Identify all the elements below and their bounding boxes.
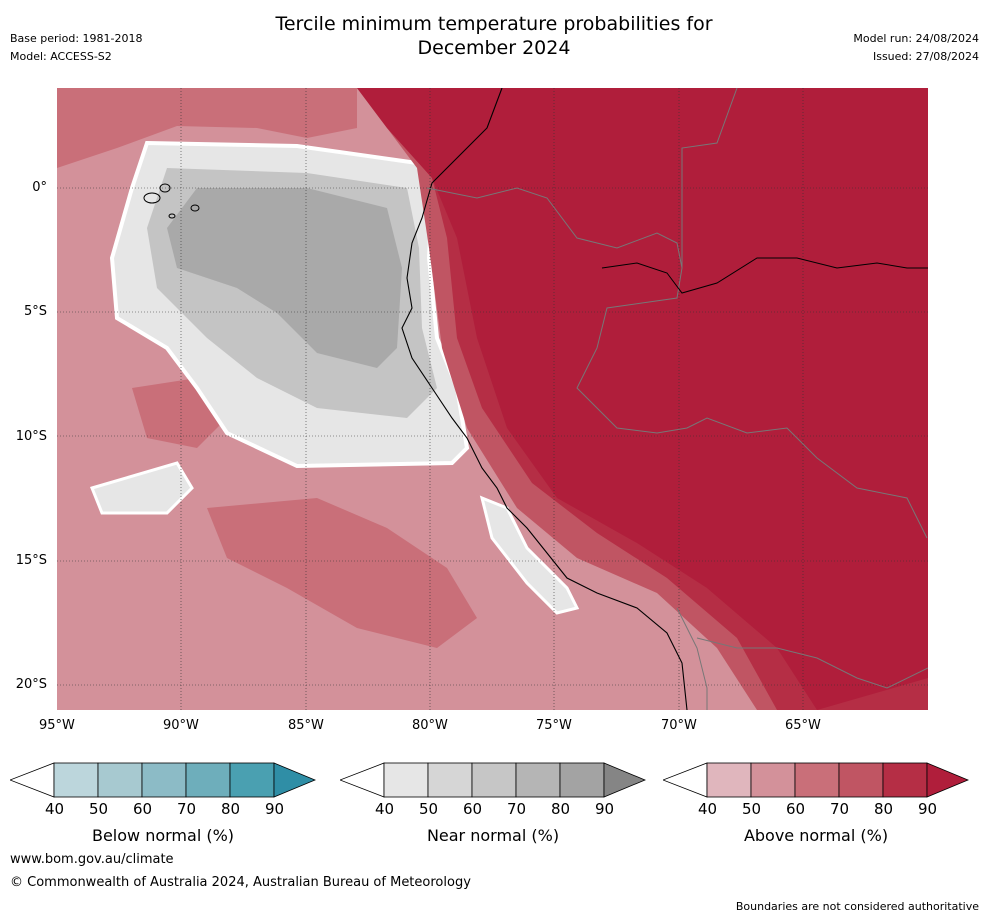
colorbar-below-tick-40: 40: [45, 800, 65, 818]
colorbar-below-max-arrow: [273, 762, 317, 798]
issued-text: Issued: 27/08/2024: [872, 50, 979, 63]
colorbar-above-swatch-50: [750, 762, 796, 798]
colorbar-above-label: Above normal (%): [743, 826, 889, 845]
graticule: [57, 88, 928, 710]
lat-tick-10s: 10°S: [15, 429, 47, 444]
coastline: [401, 88, 688, 710]
copyright-text: © Commonwealth of Australia 2024, Austra…: [10, 875, 471, 890]
colorbar-near-max-arrow: [603, 762, 647, 798]
colorbar-above-normal: 40 50 60 70 80 90 Above normal (%): [661, 762, 970, 852]
colorbar-below-normal: 40 50 60 70 80 90 Below normal (%): [8, 762, 317, 852]
colorbar-above-tick-80: 80: [874, 800, 894, 818]
colorbar-above-swatch-70: [838, 762, 884, 798]
colorbar-below-swatch-60: [141, 762, 187, 798]
colorbar-near-tick-50: 50: [419, 800, 439, 818]
above-90-land-region: [357, 88, 928, 710]
colorbar-above-swatch-40: [706, 762, 752, 798]
colorbar-below-swatches: [8, 762, 317, 798]
colorbar-above-tick-40: 40: [698, 800, 718, 818]
lon-tick-65w: 65°W: [785, 718, 821, 733]
colorbar-below-swatch-50: [97, 762, 143, 798]
title-line-1: Tercile minimum temperature probabilitie…: [275, 13, 713, 35]
colorbar-above-swatches: [661, 762, 970, 798]
colorbar-near-swatch-50: [427, 762, 473, 798]
model-run-text: Model run: 24/08/2024: [853, 32, 979, 45]
colorbar-near-min-arrow: [338, 762, 385, 798]
base-period-text: Base period: 1981-2018: [10, 32, 143, 45]
colorbar-below-tick-60: 60: [133, 800, 153, 818]
lat-tick-20s: 20°S: [15, 677, 47, 692]
model-text: Model: ACCESS-S2: [10, 50, 112, 63]
galapagos-islands: [143, 183, 200, 219]
colorbar-below-swatch-80: [229, 762, 275, 798]
colorbar-below-tick-70: 70: [177, 800, 197, 818]
boundaries-disclaimer: Boundaries are not considered authoritat…: [735, 900, 979, 913]
lon-tick-85w: 85°W: [288, 718, 324, 733]
colorbar-above-swatch-80: [882, 762, 928, 798]
colorbar-above-tick-90: 90: [918, 800, 938, 818]
near-70-region: [167, 188, 402, 368]
colorbar-below-tick-90: 90: [265, 800, 285, 818]
colorbar-above-tick-70: 70: [830, 800, 850, 818]
title-line-2: December 2024: [417, 37, 571, 59]
colorbar-above-max-arrow: [926, 762, 970, 798]
colorbar-below-swatch-70: [185, 762, 231, 798]
near-40-small-island-patch: [89, 461, 194, 515]
colorbar-near-tick-40: 40: [375, 800, 395, 818]
colorbar-above-min-arrow: [661, 762, 708, 798]
colorbar-near-swatch-80: [559, 762, 605, 798]
colorbar-near-tick-90: 90: [595, 800, 615, 818]
lon-tick-90w: 90°W: [163, 718, 199, 733]
colorbar-below-swatch-40: [53, 762, 99, 798]
lon-tick-95w: 95°W: [39, 718, 75, 733]
lon-tick-75w: 75°W: [536, 718, 572, 733]
lat-tick-0: 0°: [32, 180, 47, 195]
colorbar-near-swatch-40: [383, 762, 429, 798]
colorbar-near-tick-80: 80: [551, 800, 571, 818]
lat-tick-15s: 15°S: [15, 553, 47, 568]
lon-tick-80w: 80°W: [412, 718, 448, 733]
colorbar-near-tick-60: 60: [463, 800, 483, 818]
colorbar-near-label: Near normal (%): [426, 826, 560, 845]
lon-tick-70w: 70°W: [661, 718, 697, 733]
colorbar-below-label: Below normal (%): [91, 826, 235, 845]
colorbar-above-swatch-60: [794, 762, 840, 798]
lat-tick-5s: 5°S: [23, 304, 47, 319]
colorbar-below-tick-80: 80: [221, 800, 241, 818]
colorbar-above-tick-50: 50: [742, 800, 762, 818]
river-lines: [601, 257, 928, 294]
colorbar-near-tick-70: 70: [507, 800, 527, 818]
colorbar-near-swatch-60: [471, 762, 517, 798]
probability-map: [57, 88, 928, 710]
colorbar-below-tick-50: 50: [89, 800, 109, 818]
above-60-north-band: [57, 88, 357, 168]
country-borders: [426, 88, 928, 710]
colorbar-near-swatches: [338, 762, 647, 798]
colorbar-near-swatch-70: [515, 762, 561, 798]
near-40-coastal-strip: [479, 495, 580, 615]
website-link[interactable]: www.bom.gov.au/climate: [10, 852, 174, 867]
colorbar-below-min-arrow: [8, 762, 55, 798]
above-60-south-patch: [207, 498, 477, 648]
map-title: Tercile minimum temperature probabilitie…: [0, 12, 988, 60]
colorbar-above-tick-60: 60: [786, 800, 806, 818]
colorbar-near-normal: 40 50 60 70 80 90 Near normal (%): [338, 762, 647, 852]
